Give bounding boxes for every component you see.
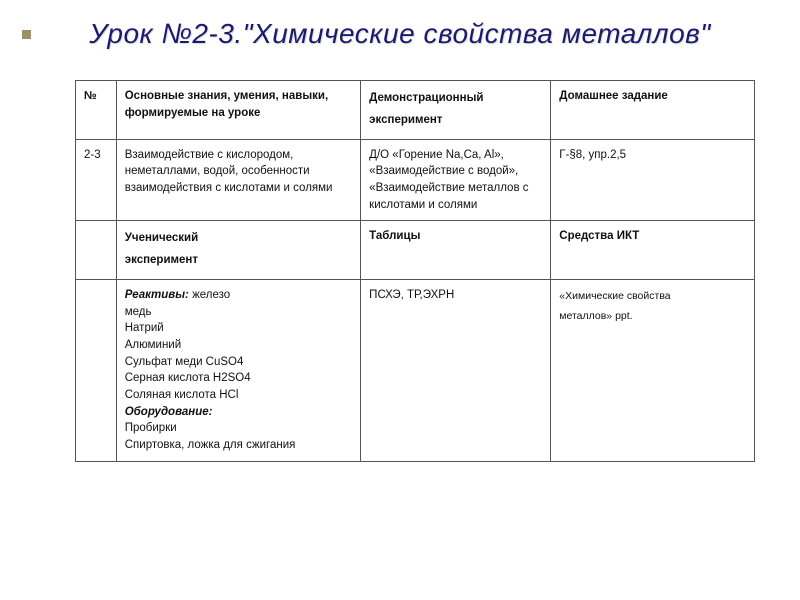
reag-6: Соляная кислота HCl xyxy=(125,389,239,401)
hdr-student-l2: эксперимент xyxy=(125,254,198,266)
ikt-l2: металлов» ppt. xyxy=(559,310,632,322)
lesson-table: № Основные знания, умения, навыки, форми… xyxy=(75,80,755,462)
reag-3: Алюминий xyxy=(125,339,181,351)
equip-0: Пробирки xyxy=(125,422,177,434)
hdr-demo-experiment: Демонстрационный эксперимент xyxy=(361,81,551,140)
reag-0: железо xyxy=(192,289,230,301)
reagents-label: Реактивы: xyxy=(125,289,189,301)
cell-main: Взаимодействие с кислородом, неметаллами… xyxy=(116,139,360,221)
ikt-l1: «Химические свойства xyxy=(559,290,670,302)
equip-1: Спиртовка, ложка для сжигания xyxy=(125,439,296,451)
content-row-2: Реактивы: железо медь Натрий Алюминий Су… xyxy=(76,280,755,462)
cell-demo-exp: Д/О «Горение Na,Ca, Al», «Взаимодействие… xyxy=(361,139,551,221)
reag-5: Серная кислота H2SO4 xyxy=(125,372,251,384)
cell-ikt: «Химические свойства металлов» ppt. xyxy=(551,280,755,462)
equipment-label: Оборудование: xyxy=(125,406,213,418)
cell-tables-val: ПСХЭ, ТР,ЭХРН xyxy=(361,280,551,462)
hdr-demo-l1: Демонстрационный xyxy=(369,92,483,104)
hdr-demo-l2: эксперимент xyxy=(369,114,442,126)
reag-4: Сульфат меди CuSO4 xyxy=(125,356,244,368)
hdr-student-l1: Ученический xyxy=(125,232,198,244)
hdr-tables: Таблицы xyxy=(361,221,551,280)
cell-homework: Г-§8, упр.2,5 xyxy=(551,139,755,221)
reag-2: Натрий xyxy=(125,322,164,334)
hdr-ikt: Средства ИКТ xyxy=(551,221,755,280)
hdr-student-experiment: Ученический эксперимент xyxy=(116,221,360,280)
content-row-1: 2-3 Взаимодействие с кислородом, неметал… xyxy=(76,139,755,221)
header-row-2: Ученический эксперимент Таблицы Средства… xyxy=(76,221,755,280)
hdr-homework: Домашнее задание xyxy=(551,81,755,140)
cell-reagents: Реактивы: железо медь Натрий Алюминий Су… xyxy=(116,280,360,462)
header-row-1: № Основные знания, умения, навыки, форми… xyxy=(76,81,755,140)
reag-1: медь xyxy=(125,306,152,318)
hdr2-empty xyxy=(76,221,117,280)
slide-title: Урок №2-3."Химические свойства металлов" xyxy=(0,0,800,60)
cell-number: 2-3 xyxy=(76,139,117,221)
cell2-empty xyxy=(76,280,117,462)
table-container: № Основные знания, умения, навыки, форми… xyxy=(0,60,800,462)
slide-bullet xyxy=(22,30,31,39)
hdr-main-skills: Основные знания, умения, навыки, формиру… xyxy=(116,81,360,140)
hdr-number: № xyxy=(76,81,117,140)
